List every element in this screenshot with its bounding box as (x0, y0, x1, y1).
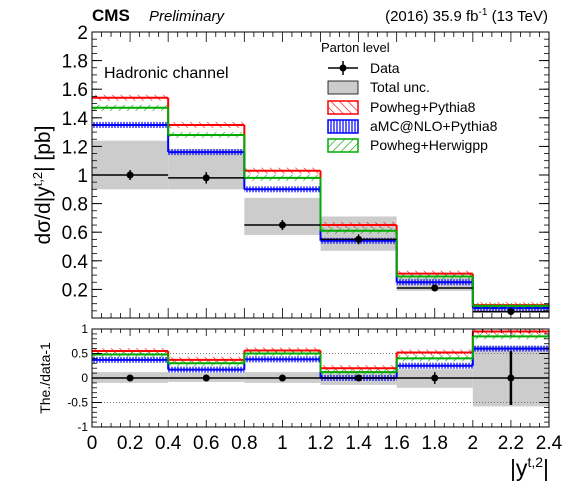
main-data-point-2 (278, 221, 286, 229)
ratio-data-point-1 (202, 374, 210, 382)
main-data-points (92, 169, 549, 316)
ratio-data-point-3 (355, 374, 363, 382)
main-total-unc-bin-0 (92, 140, 169, 190)
main-y-tick-label: 1.4 (62, 109, 89, 130)
legend-label-powheg-herwigpp: Powheg+Herwigpp (370, 137, 488, 153)
ratio-x-tick-label: 2.4 (536, 433, 563, 454)
preliminary-label: Preliminary (149, 8, 226, 25)
legend-swatch-amcatnlo-pythia8 (327, 119, 359, 134)
main-y-tick-label: 0.2 (62, 280, 88, 301)
ratio-y-tick-label: -1 (77, 420, 88, 434)
main-y-tick-label: 1.2 (62, 137, 88, 158)
ratio-data-point-4 (431, 374, 439, 382)
ratio-data-point-2 (278, 374, 286, 382)
ratio-x-axis-label: |yt,2| (510, 454, 549, 481)
ratio-y-tick-label: 1 (81, 322, 88, 336)
ratio-x-tick-label: 0.4 (155, 433, 182, 454)
main-data-point-4 (431, 284, 439, 292)
ratio-x-tick-label: 2 (468, 433, 479, 454)
legend-label-total-unc: Total unc. (370, 79, 430, 95)
legend-item-total-unc: Total unc. (327, 79, 430, 95)
ratio-x-tick-label: 1.4 (345, 433, 372, 454)
legend-data-marker (339, 64, 347, 72)
ratio-x-axis: 0 0.2 0.4 0.6 0.8 1 1.2 1.4 1.6 1.8 2 2.2 2.4 (87, 329, 563, 454)
main-y-tick-label: 0.8 (62, 195, 88, 216)
ratio-x-tick-label: 1 (277, 433, 288, 454)
main-y-tick-label: 1.6 (62, 80, 88, 101)
ratio-x-tick-label: 1.8 (422, 433, 448, 454)
ratio-x-tick-label: 0 (87, 433, 98, 454)
main-y-tick-label: 2 (77, 23, 88, 44)
channel-annotation: Hadronic channel (104, 65, 229, 82)
legend-label-data: Data (370, 60, 400, 76)
main-y-tick-label: 0.6 (62, 223, 88, 244)
ratio-y-axis-label: The./data-1 (37, 342, 53, 414)
main-y-tick-label: 0.4 (62, 252, 89, 273)
ratio-x-tick-label: 1.6 (383, 433, 409, 454)
ratio-x-tick-label: 0.2 (117, 433, 143, 454)
ratio-x-tick-label: 0.8 (231, 433, 257, 454)
ratio-data-point-0 (126, 374, 134, 382)
legend-label-powheg-pythia8: Powheg+Pythia8 (370, 99, 476, 115)
legend-title: Parton level (321, 40, 390, 55)
main-y-tick-label: 1 (77, 166, 88, 187)
ratio-x-tick-label: 2.2 (498, 433, 524, 454)
legend-label-amcatnlo-pythia8: aMC@NLO+Pythia8 (370, 118, 498, 134)
ratio-x-tick-label: 1.2 (307, 433, 333, 454)
main-data-point-0 (126, 171, 134, 179)
main-y-axis: 0.2 0.4 0.6 0.8 1 1.2 1.4 1.6 1.8 2 (62, 23, 549, 319)
main-y-tick-label: 1.8 (62, 52, 88, 73)
ratio-panel: -1-0.500.51 0 0.2 0.4 0.6 0.8 1 1.2 1.4 1.6 1.8 2 2… (37, 322, 563, 481)
legend-swatch-powheg-herwigpp (327, 138, 359, 153)
legend-swatch-powheg-pythia8 (327, 100, 359, 115)
main-panel: 0.2 0.4 0.6 0.8 1 1.2 1.4 1.6 1.8 2 Hadronic chan… (30, 23, 550, 319)
main-data-point-3 (355, 235, 363, 243)
lumi-label: (2016) 35.9 fb-1 (13 TeV) (385, 7, 548, 25)
ratio-y-tick-label: 0.5 (71, 347, 88, 361)
main-data-point-1 (202, 174, 210, 182)
legend-item-powheg-herwigpp: Powheg+Herwigpp (327, 137, 488, 153)
legend: Parton level Data Total unc. Powheg+Pyth… (321, 40, 498, 153)
main-x-ticks (91, 32, 550, 318)
cms-label: CMS (92, 6, 130, 25)
ratio-data-points (92, 351, 549, 405)
legend-item-powheg-pythia8: Powheg+Pythia8 (327, 99, 476, 115)
ratio-y-tick-label: -0.5 (67, 396, 88, 410)
legend-item-data: Data (328, 60, 400, 76)
main-model-series (92, 94, 549, 311)
legend-item-amcatnlo-pythia8: aMC@NLO+Pythia8 (327, 118, 498, 134)
ratio-y-axis: -1 -0.5 0 0.5 1 (67, 322, 549, 434)
ratio-data-point-5 (507, 374, 515, 382)
legend-swatch-total-unc (327, 80, 359, 95)
ratio-y-tick-label: 0 (81, 371, 88, 385)
main-y-axis-label: dσ/d|yt,2| [pb] (30, 126, 55, 245)
ratio-x-tick-label: 0.6 (193, 433, 219, 454)
